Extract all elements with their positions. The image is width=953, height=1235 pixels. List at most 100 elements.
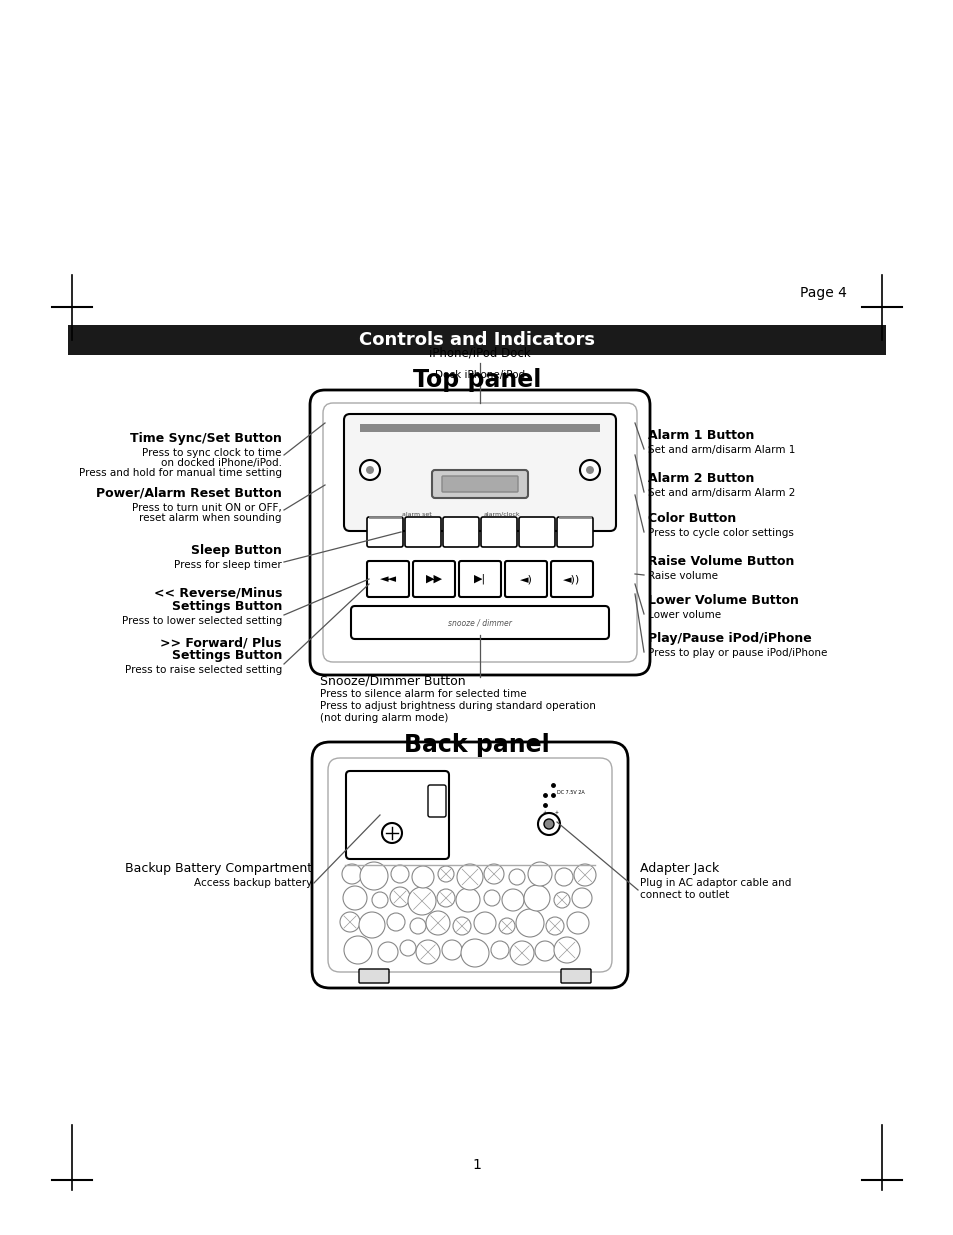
Circle shape (509, 869, 524, 885)
FancyBboxPatch shape (367, 561, 409, 597)
Circle shape (555, 868, 573, 885)
Text: Plug in AC adaptor cable and: Plug in AC adaptor cable and (639, 878, 791, 888)
Text: Press to adjust brightness during standard operation: Press to adjust brightness during standa… (319, 701, 596, 711)
Text: Access backup battery: Access backup battery (193, 878, 312, 888)
Circle shape (491, 941, 509, 960)
Circle shape (366, 466, 374, 474)
Text: ◄): ◄) (519, 574, 532, 584)
Circle shape (359, 862, 388, 890)
Text: Raise volume: Raise volume (647, 571, 718, 580)
FancyBboxPatch shape (428, 785, 446, 818)
FancyBboxPatch shape (551, 561, 593, 597)
Text: Press to play or pause iPod/iPhone: Press to play or pause iPod/iPhone (647, 648, 826, 658)
FancyBboxPatch shape (405, 517, 440, 547)
Text: Adapter Jack: Adapter Jack (639, 862, 719, 876)
Text: Alarm 2 Button: Alarm 2 Button (647, 472, 754, 485)
Text: Lower Volume Button: Lower Volume Button (647, 594, 798, 606)
FancyBboxPatch shape (442, 517, 478, 547)
FancyBboxPatch shape (480, 517, 517, 547)
Circle shape (408, 887, 436, 915)
Text: on docked iPhone/iPod.: on docked iPhone/iPod. (161, 458, 282, 468)
Text: alarm/clock: alarm/clock (483, 513, 520, 517)
Text: Power/Alarm Reset Button: Power/Alarm Reset Button (96, 487, 282, 500)
Circle shape (527, 862, 552, 885)
Text: Press for sleep timer: Press for sleep timer (174, 559, 282, 571)
Circle shape (412, 866, 434, 888)
Text: Press to lower selected setting: Press to lower selected setting (122, 616, 282, 626)
Text: +  -  +: + - + (542, 809, 558, 815)
Circle shape (381, 823, 401, 844)
Text: Settings Button: Settings Button (172, 650, 282, 662)
Text: Back panel: Back panel (404, 734, 549, 757)
Text: Top panel: Top panel (413, 368, 540, 391)
Circle shape (554, 892, 569, 908)
Text: ▶|: ▶| (474, 574, 485, 584)
Circle shape (566, 911, 588, 934)
Text: Press to raise selected setting: Press to raise selected setting (125, 664, 282, 676)
FancyBboxPatch shape (441, 475, 517, 492)
Text: Press to sync clock to time: Press to sync clock to time (142, 448, 282, 458)
Circle shape (391, 864, 409, 883)
Circle shape (456, 864, 482, 890)
Text: Controls and Indicators: Controls and Indicators (358, 331, 595, 350)
Circle shape (543, 819, 554, 829)
Text: Color Button: Color Button (647, 513, 736, 525)
Bar (68, 325, 885, 354)
Circle shape (341, 864, 361, 884)
Circle shape (585, 466, 594, 474)
FancyBboxPatch shape (346, 771, 449, 860)
Circle shape (456, 888, 479, 911)
Text: Sleep Button: Sleep Button (191, 543, 282, 557)
Circle shape (377, 942, 397, 962)
FancyBboxPatch shape (323, 403, 637, 662)
Text: (not during alarm mode): (not during alarm mode) (319, 713, 448, 722)
FancyBboxPatch shape (432, 471, 527, 498)
Text: Set and arm/disarm Alarm 2: Set and arm/disarm Alarm 2 (647, 488, 795, 498)
Circle shape (344, 936, 372, 965)
Circle shape (474, 911, 496, 934)
Text: Alarm 1 Button: Alarm 1 Button (647, 429, 754, 442)
Circle shape (399, 940, 416, 956)
Circle shape (416, 940, 439, 965)
Circle shape (574, 864, 596, 885)
Circle shape (437, 866, 454, 882)
Text: Press to cycle color settings: Press to cycle color settings (647, 529, 793, 538)
Text: << Reverse/Minus: << Reverse/Minus (153, 587, 282, 600)
FancyBboxPatch shape (413, 561, 455, 597)
Text: 1: 1 (472, 1158, 481, 1172)
Text: Lower volume: Lower volume (647, 610, 720, 620)
Bar (359, 424, 599, 432)
Circle shape (535, 941, 555, 961)
Text: Time Sync/Set Button: Time Sync/Set Button (130, 432, 282, 445)
Text: Press and hold for manual time setting: Press and hold for manual time setting (79, 468, 282, 478)
Text: DC 7.5V 2A: DC 7.5V 2A (557, 789, 584, 794)
Text: >> Forward/ Plus: >> Forward/ Plus (160, 636, 282, 650)
FancyBboxPatch shape (310, 390, 649, 676)
Circle shape (426, 911, 450, 935)
Circle shape (441, 940, 461, 960)
Text: alarm set: alarm set (401, 513, 432, 517)
Text: ▶▶: ▶▶ (425, 574, 442, 584)
Text: Play/Pause iPod/iPhone: Play/Pause iPod/iPhone (647, 632, 811, 645)
Text: iPhone/iPod Dock: iPhone/iPod Dock (429, 347, 530, 359)
Text: Page 4: Page 4 (800, 287, 846, 300)
Circle shape (339, 911, 359, 932)
Circle shape (390, 887, 410, 906)
Circle shape (387, 913, 405, 931)
Circle shape (516, 909, 543, 937)
Circle shape (359, 459, 379, 480)
Text: connect to outlet: connect to outlet (639, 890, 728, 900)
FancyBboxPatch shape (458, 561, 500, 597)
Circle shape (372, 892, 388, 908)
Circle shape (523, 885, 550, 911)
Circle shape (460, 939, 489, 967)
FancyBboxPatch shape (560, 969, 590, 983)
Circle shape (572, 888, 592, 908)
FancyBboxPatch shape (312, 742, 627, 988)
Circle shape (498, 918, 515, 934)
Circle shape (483, 864, 503, 884)
Text: Settings Button: Settings Button (172, 600, 282, 613)
Circle shape (358, 911, 385, 939)
Circle shape (410, 918, 426, 934)
FancyBboxPatch shape (504, 561, 546, 597)
